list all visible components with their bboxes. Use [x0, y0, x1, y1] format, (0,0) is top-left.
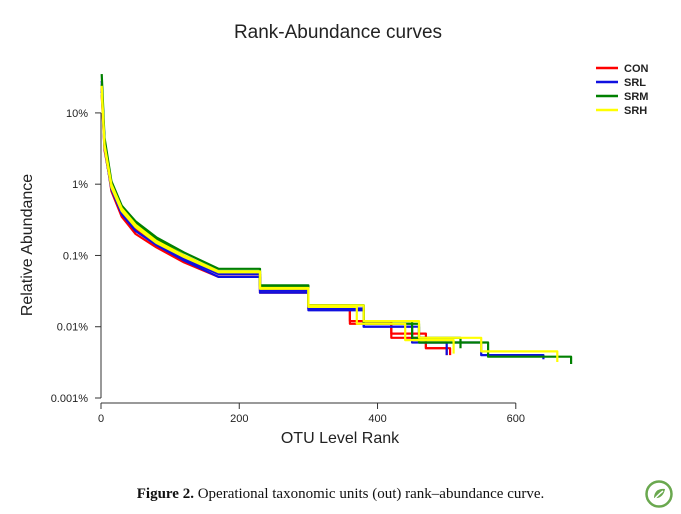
y-tick-label: 0.01% — [57, 322, 88, 334]
series-line-srl — [100, 80, 545, 360]
series-line-srm — [100, 74, 573, 364]
series-line-srm — [100, 84, 462, 349]
x-tick-label: 0 — [98, 413, 104, 425]
y-tick-label: 10% — [66, 108, 88, 120]
y-tick-label: 0.1% — [63, 250, 88, 262]
legend-label-srh: SRH — [624, 105, 647, 117]
legend-label-srl: SRL — [624, 77, 646, 89]
y-axis-label: Relative Abundance — [19, 174, 36, 316]
y-tick-label: 0.001% — [51, 393, 89, 405]
legend: CON SRL SRM SRH — [596, 63, 649, 117]
chart-title: Rank-Abundance curves — [234, 22, 442, 43]
caption-label: Figure 2. — [136, 486, 194, 502]
figure-caption: Figure 2. Operational taxonomic units (o… — [0, 486, 681, 503]
series-line-con — [100, 88, 452, 356]
y-tick-label: 1% — [72, 179, 88, 191]
x-axis-label: OTU Level Rank — [281, 430, 400, 447]
x-tick-label: 200 — [230, 413, 248, 425]
series-layer — [100, 74, 573, 364]
series-line-srh — [100, 85, 559, 362]
legend-label-con: CON — [624, 63, 649, 75]
x-tick-label: 600 — [507, 413, 525, 425]
rank-abundance-chart: Rank-Abundance curves 0.001% 0.01% 0.1% 1% 1… — [19, 22, 649, 447]
axes: 0.001% 0.01% 0.1% 1% 10% 0 200 400 600 — [51, 108, 525, 425]
series-line-srh — [100, 92, 455, 354]
x-tick-label: 400 — [368, 413, 386, 425]
open-access-journal-logo-icon — [645, 480, 673, 508]
series-line-srl — [100, 91, 448, 356]
series-line-con — [100, 94, 448, 356]
caption-text: Operational taxonomic units (out) rank–a… — [193, 486, 545, 502]
legend-label-srm: SRM — [624, 91, 648, 103]
